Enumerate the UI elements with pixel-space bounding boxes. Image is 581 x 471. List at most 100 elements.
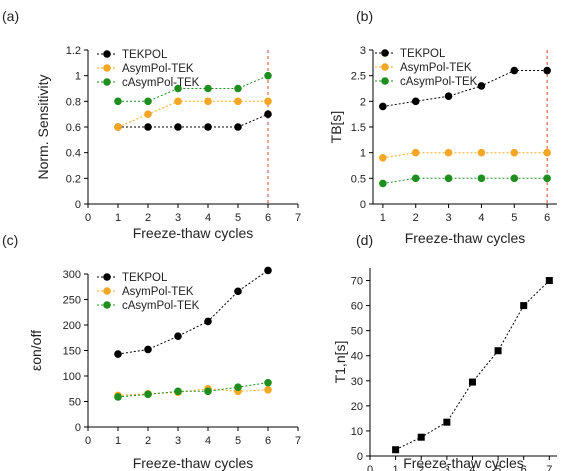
y-axis-label: εon/off <box>28 330 44 371</box>
series-2 <box>379 174 551 188</box>
data-point <box>477 174 486 183</box>
y-tick-label: 0 <box>360 199 366 211</box>
legend: TEKPOL AsymPol-TEK cAsymPol-TEK <box>97 272 200 312</box>
data-point <box>174 332 182 341</box>
legend: TEKPOL AsymPol-TEK cAsymPol-TEK <box>97 49 200 89</box>
data-point <box>477 82 486 90</box>
data-point <box>444 174 453 183</box>
y-tick-label: 0 <box>75 422 81 434</box>
series-1 <box>114 97 272 131</box>
data-point <box>520 302 528 310</box>
data-point <box>204 97 212 106</box>
legend-marker <box>103 287 111 295</box>
y-tick-label: 10 <box>351 426 363 438</box>
y-tick-label: 30 <box>351 376 363 388</box>
y-tick-label: 1 <box>360 148 366 160</box>
series-line <box>118 75 269 102</box>
series-line <box>117 382 269 398</box>
x-tick-label: 6 <box>265 435 271 447</box>
x-tick-label: 7 <box>295 212 301 224</box>
series-2 <box>114 71 272 106</box>
y-tick-label: 0 <box>357 451 363 463</box>
x-tick-label: 5 <box>511 212 517 224</box>
data-point <box>417 433 425 441</box>
y-tick-label: 2.5 <box>351 71 366 83</box>
panel-label: (a) <box>2 8 19 24</box>
series-0 <box>392 277 553 454</box>
x-tick-label: 1 <box>393 464 399 471</box>
legend-label: AsymPol-TEK <box>122 63 194 75</box>
y-tick-label: 0.4 <box>66 148 81 160</box>
legend-label: AsymPol-TEK <box>400 62 472 74</box>
series-line <box>117 100 268 128</box>
data-point <box>264 266 272 275</box>
x-tick-label: 1 <box>115 435 121 447</box>
data-point <box>144 345 152 354</box>
x-tick-label: 1 <box>380 212 386 224</box>
x-tick-label: 5 <box>235 212 241 224</box>
y-tick-label: 300 <box>63 269 81 281</box>
data-point <box>264 110 272 118</box>
series-line <box>382 152 548 159</box>
legend: TEKPOL AsymPol-TEK cAsymPol-TEK <box>375 48 478 88</box>
x-tick-label: 3 <box>446 212 452 224</box>
legend-label: TEKPOL <box>122 272 168 284</box>
data-point <box>477 148 486 157</box>
data-point <box>543 148 551 157</box>
legend-label: AsymPol-TEK <box>122 286 194 298</box>
y-tick-label: 0.2 <box>66 173 81 185</box>
x-tick-label: 1 <box>115 212 121 224</box>
series-2 <box>114 378 272 401</box>
data-point <box>174 123 182 131</box>
series-1 <box>379 148 551 162</box>
data-point <box>510 148 519 157</box>
data-point <box>174 387 182 396</box>
x-axis-label: Freeze-thaw cycles <box>403 455 524 471</box>
x-axis-label: Freeze-thaw cycles <box>133 225 254 241</box>
x-tick-label: 3 <box>175 212 181 224</box>
data-point <box>379 179 387 188</box>
data-point <box>114 97 122 106</box>
y-tick-label: 20 <box>351 401 363 413</box>
data-point <box>392 446 400 454</box>
panel-label: (c) <box>2 232 18 248</box>
y-tick-label: 50 <box>351 326 363 338</box>
x-tick-label: 0 <box>85 435 91 447</box>
series-0 <box>114 266 272 358</box>
y-tick-label: 3 <box>360 45 366 57</box>
data-point <box>494 347 502 355</box>
y-axis-label: TB[s] <box>328 111 344 144</box>
x-tick-label: 0 <box>367 464 373 471</box>
data-point <box>379 102 387 111</box>
series-line <box>118 113 269 128</box>
data-point <box>545 277 553 285</box>
legend-marker <box>103 78 111 86</box>
y-tick-label: 100 <box>63 371 81 383</box>
data-point <box>144 390 152 399</box>
data-point <box>204 123 212 131</box>
data-point <box>114 123 122 131</box>
legend-marker <box>381 63 389 71</box>
x-tick-label: 6 <box>265 212 271 224</box>
data-point <box>174 97 182 106</box>
y-tick-label: 70 <box>351 276 363 288</box>
x-axis-label: Freeze-thaw cycles <box>133 455 254 471</box>
x-tick-label: 6 <box>521 464 527 471</box>
panel-label: (d) <box>356 232 373 248</box>
data-point <box>510 66 519 75</box>
y-tick-label: 2 <box>360 96 366 108</box>
data-point <box>204 317 212 326</box>
data-point <box>543 174 551 183</box>
data-point <box>174 84 182 93</box>
x-tick-label: 4 <box>205 435 211 447</box>
x-tick-label: 2 <box>145 435 151 447</box>
data-point <box>379 154 387 162</box>
x-tick-label: 3 <box>444 464 450 471</box>
data-point <box>234 383 242 392</box>
x-tick-label: 7 <box>546 464 552 471</box>
series-line <box>382 177 548 184</box>
legend-label: cAsymPol-TEK <box>122 77 200 89</box>
y-tick-label: 0.8 <box>66 96 81 108</box>
data-point <box>411 174 420 183</box>
